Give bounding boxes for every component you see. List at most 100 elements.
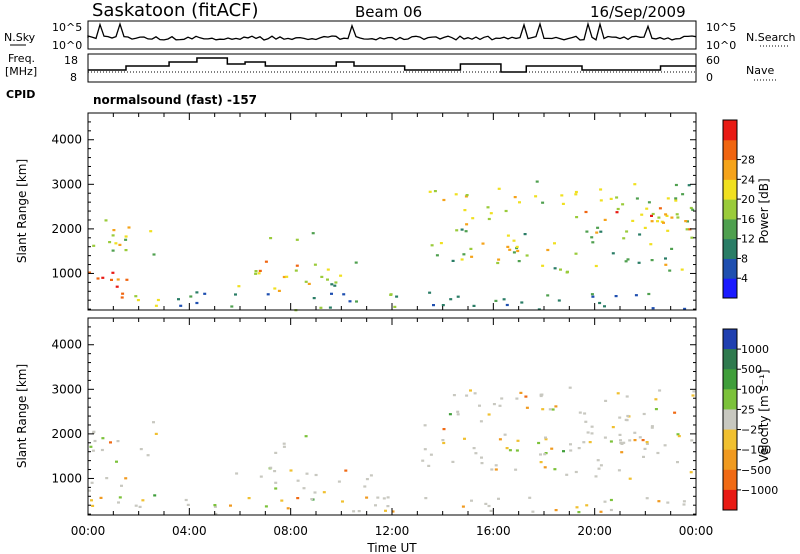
echo-cell xyxy=(615,211,619,214)
echo-cell xyxy=(651,307,655,310)
echo-cell xyxy=(505,447,509,450)
colorbar-frame xyxy=(722,328,738,511)
echo-cell xyxy=(229,504,232,507)
x-tick-label: 20:00 xyxy=(577,524,612,538)
echo-cell xyxy=(649,243,653,246)
echo-cell xyxy=(101,276,105,279)
echo-cell xyxy=(311,232,315,235)
echo-cell xyxy=(439,242,443,245)
echo-cell xyxy=(339,274,343,277)
freq-tick-bottom: 8 xyxy=(70,71,77,84)
y-tick-label: 3000 xyxy=(51,177,82,191)
cpid-label: CPID xyxy=(6,88,35,101)
echo-cell xyxy=(676,461,679,464)
echo-cell xyxy=(454,193,458,196)
echo-cell xyxy=(92,244,96,247)
colorbar-tick-label: −25 xyxy=(741,424,764,437)
echo-cell xyxy=(334,281,338,284)
echo-cell xyxy=(273,287,277,290)
echo-cell xyxy=(101,437,105,440)
echo-cell xyxy=(537,308,541,311)
echo-cell xyxy=(109,441,112,444)
echo-cell xyxy=(463,209,467,212)
echo-cell xyxy=(134,295,138,298)
echo-cell xyxy=(599,464,603,467)
echo-cell xyxy=(513,196,517,199)
echo-cell xyxy=(577,447,581,450)
echo-cell xyxy=(657,500,661,503)
echo-cell xyxy=(116,440,120,443)
echo-cell xyxy=(539,394,543,398)
freq-panel: Freq. [MHz] 18 8 60 0 Nave xyxy=(5,52,776,84)
echo-cell xyxy=(391,510,395,513)
echo-cell xyxy=(647,201,651,204)
colorbar-tick-label: 24 xyxy=(741,173,755,186)
echo-cell xyxy=(120,484,123,487)
echo-cell xyxy=(569,443,572,446)
echo-cell xyxy=(519,391,523,394)
echo-cell xyxy=(535,180,539,183)
echo-cell xyxy=(104,219,108,222)
echo-cell xyxy=(656,451,660,455)
echo-cell xyxy=(234,293,237,296)
echo-cell xyxy=(266,293,270,296)
echo-cell xyxy=(546,294,550,297)
echo-cell xyxy=(456,410,460,413)
echo-cell xyxy=(497,258,501,261)
colorbar-tick-label: 500 xyxy=(741,363,762,376)
echo-cell xyxy=(553,242,556,245)
echo-cell xyxy=(365,496,369,499)
echo-cell xyxy=(618,416,622,419)
echo-cell xyxy=(91,504,95,507)
echo-cell xyxy=(503,433,507,436)
echo-cell xyxy=(382,497,386,500)
echo-cell xyxy=(666,229,670,232)
echo-cell xyxy=(254,272,258,275)
nsearch-tick-bottom: 10^0 xyxy=(706,39,736,52)
echo-cell xyxy=(541,201,545,204)
echo-cell xyxy=(280,499,284,502)
echo-cell xyxy=(508,449,512,452)
x-tick-label: 00:00 xyxy=(679,524,714,538)
power-axes: 1000 2000 3000 4000 xyxy=(51,113,697,310)
echo-cell xyxy=(596,459,600,462)
echo-cell xyxy=(89,445,93,448)
echo-cell xyxy=(688,228,692,231)
echo-cell xyxy=(560,194,564,197)
echo-cell xyxy=(295,264,299,267)
echo-cell xyxy=(120,296,124,299)
echo-cell xyxy=(585,230,589,233)
echo-cell xyxy=(609,498,613,502)
echo-cell xyxy=(186,503,190,506)
echo-cell xyxy=(313,263,317,266)
echo-cell xyxy=(619,439,622,442)
freq-label-line2: [MHz] xyxy=(5,65,37,78)
echo-cell xyxy=(124,235,128,238)
echo-cell xyxy=(274,487,278,490)
colorbar-segment xyxy=(723,469,737,491)
echo-cell xyxy=(637,261,641,264)
station-title: Saskatoon (fitACF) xyxy=(92,0,259,21)
echo-cell xyxy=(656,220,659,223)
echo-cell xyxy=(691,208,695,211)
echo-cell xyxy=(296,479,300,482)
echo-cell xyxy=(561,202,565,205)
echo-cell xyxy=(599,510,603,513)
power-ylabel: Slant Range [km] xyxy=(15,159,29,263)
colorbar-tick-label: −500 xyxy=(741,464,771,477)
echo-cell xyxy=(515,245,519,248)
echo-cell xyxy=(342,293,346,296)
echo-cell xyxy=(195,301,199,305)
echo-cell xyxy=(195,291,199,294)
echo-cell xyxy=(599,188,603,191)
echo-cell xyxy=(611,252,615,255)
echo-cell xyxy=(441,304,445,307)
echo-cell xyxy=(92,431,95,434)
colorbar-segment xyxy=(723,199,737,220)
echo-cell xyxy=(90,481,94,484)
echo-cell xyxy=(460,228,464,231)
colorbar-segment xyxy=(723,278,737,299)
echo-cell xyxy=(184,498,188,502)
echo-cell xyxy=(156,298,160,302)
